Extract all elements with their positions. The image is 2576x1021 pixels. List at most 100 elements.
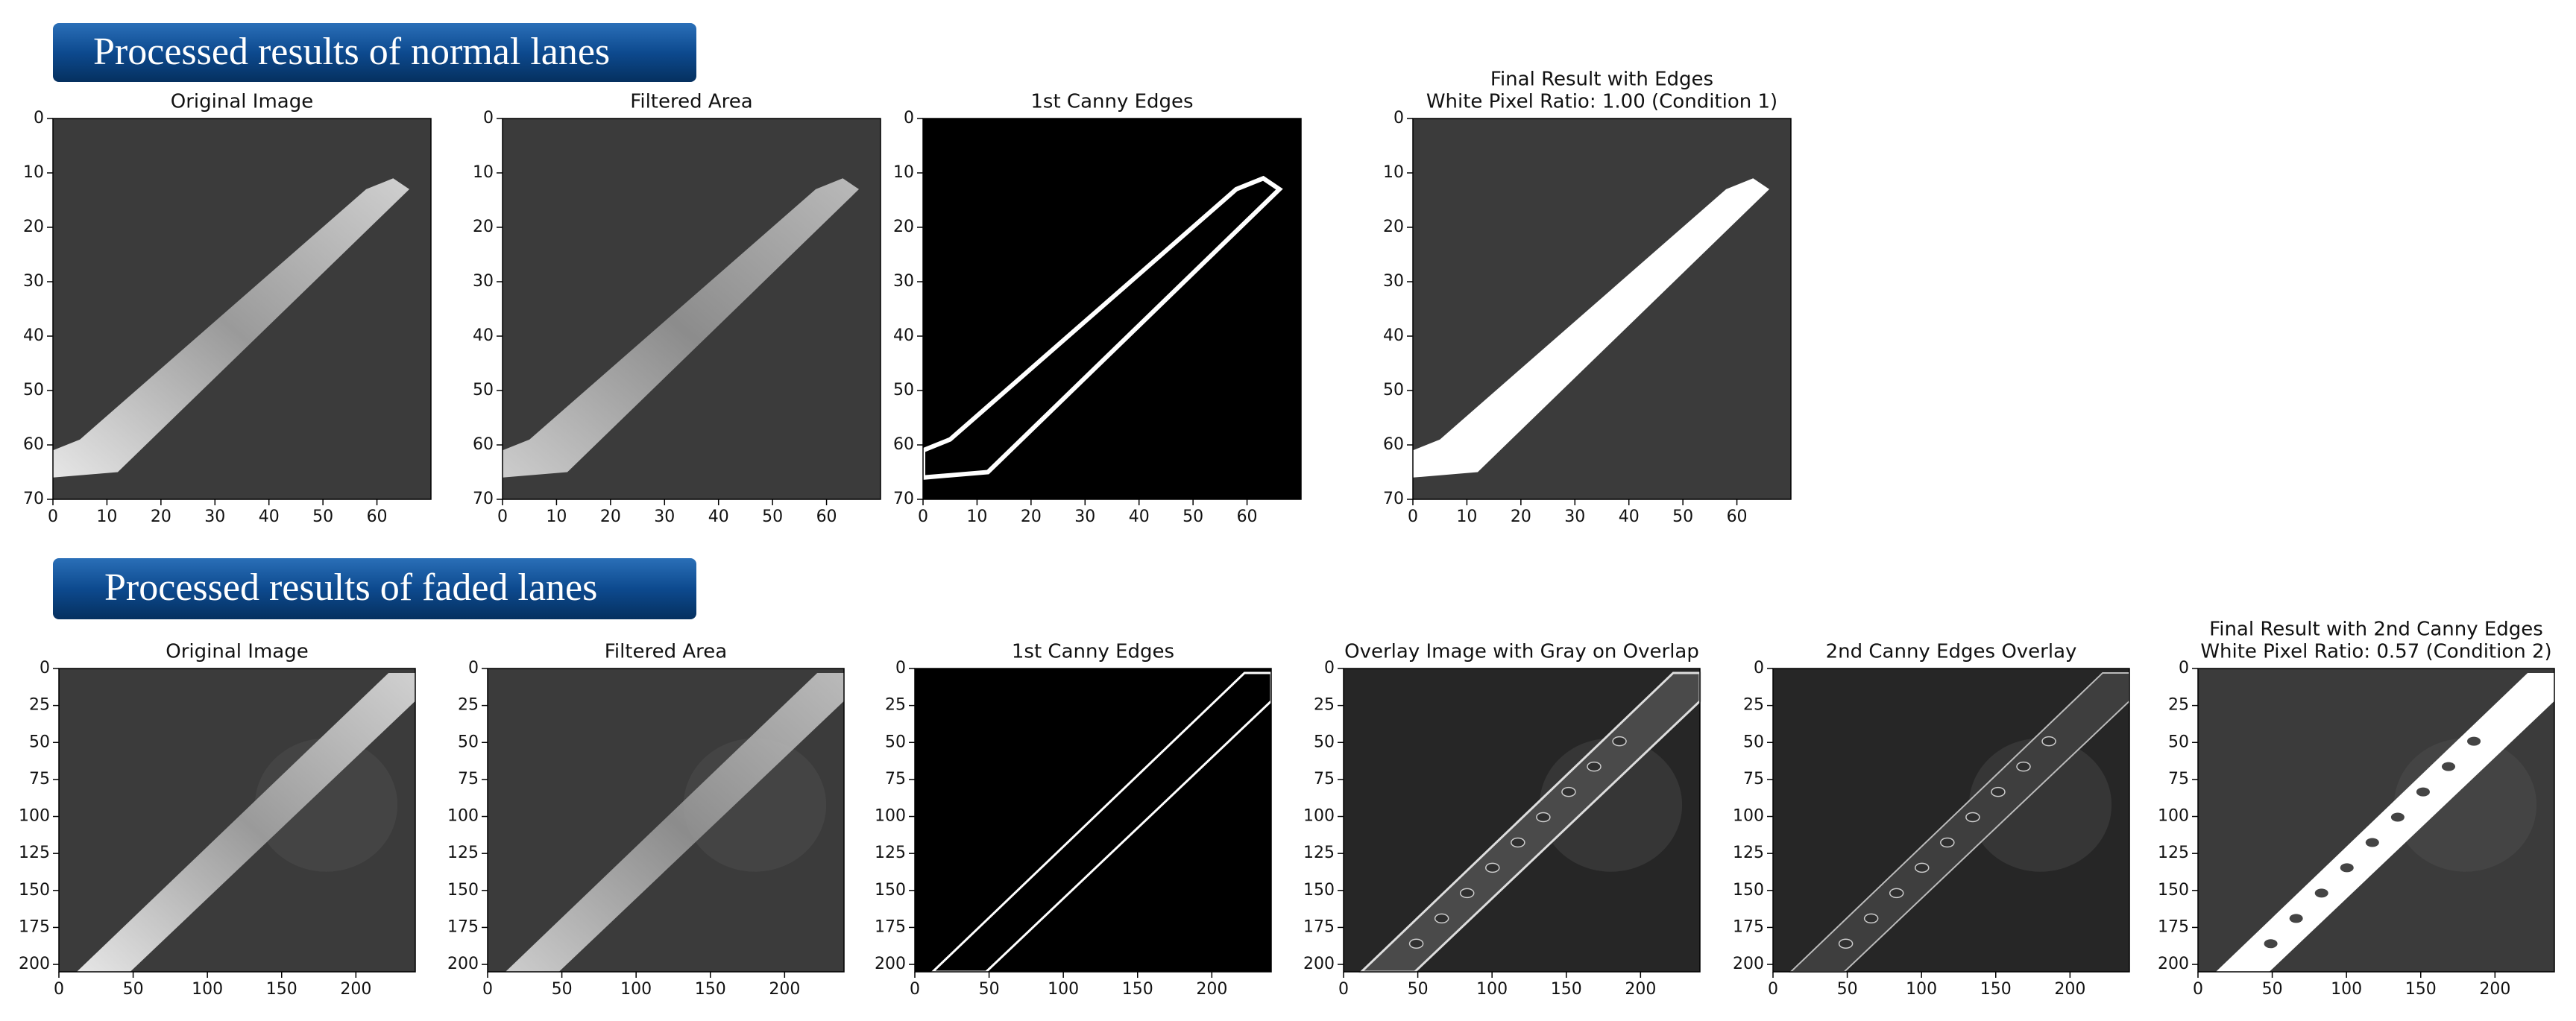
- y-tick-label: 30: [23, 272, 44, 291]
- x-tick-label: 30: [1074, 508, 1095, 526]
- y-tick-label: 20: [1383, 218, 1404, 236]
- y-tick-label: 75: [2168, 770, 2189, 788]
- blob: [2289, 914, 2303, 923]
- y-tick-label: 50: [2168, 733, 2189, 751]
- y-tick-label: 50: [1383, 381, 1404, 399]
- panel-title: White Pixel Ratio: 0.57 (Condition 2): [2200, 641, 2551, 663]
- frame: [487, 668, 845, 973]
- y-tick-label: 50: [473, 381, 494, 399]
- image-bg: [915, 668, 1271, 972]
- y-tick-label: 70: [23, 490, 44, 508]
- y-tick-label: 100: [1733, 807, 1764, 826]
- banner-bg: [53, 558, 696, 619]
- y-tick-label: 175: [19, 917, 50, 936]
- x-tick-label: 40: [1129, 508, 1150, 526]
- y-tick-label: 20: [23, 218, 44, 236]
- image-panel: [1343, 668, 1701, 973]
- y-tick-label: 60: [1383, 435, 1404, 454]
- lane: [2215, 672, 2554, 972]
- y-tick-label: 175: [875, 917, 906, 936]
- y-tick-label: 0: [2179, 659, 2189, 677]
- blob: [2441, 762, 2455, 771]
- y-tick-label: 100: [1303, 807, 1335, 826]
- lane: [503, 178, 860, 478]
- blob: [1889, 888, 1904, 899]
- image-panel: [921, 118, 1302, 500]
- x-tick-label: 50: [1408, 980, 1429, 999]
- y-tick-label: 200: [19, 955, 50, 973]
- panel-title: Original Image: [166, 641, 308, 663]
- x-tick-label: 50: [1837, 980, 1858, 999]
- x-tick-label: 50: [979, 980, 1000, 999]
- y-tick-label: 100: [447, 807, 479, 826]
- panel-title: Filtered Area: [605, 641, 727, 663]
- x-tick-label: 200: [1625, 980, 1656, 999]
- y-tick-label: 20: [893, 218, 914, 236]
- y-tick-label: 150: [2158, 881, 2189, 900]
- x-tick-label: 30: [654, 508, 675, 526]
- image-panel: [58, 668, 416, 973]
- x-tick-label: 200: [340, 980, 371, 999]
- lane: [1413, 178, 1770, 478]
- image-panel: [1772, 668, 2130, 973]
- blob: [1587, 761, 1602, 772]
- blob: [1915, 862, 1930, 873]
- y-tick-label: 100: [875, 807, 906, 826]
- x-tick-label: 0: [2193, 980, 2203, 999]
- y-tick-label: 100: [2158, 807, 2189, 826]
- y-tick-label: 10: [1383, 163, 1404, 182]
- image-panel: [487, 668, 845, 973]
- blob: [1940, 837, 1955, 848]
- y-tick-label: 0: [483, 109, 494, 127]
- y-tick-label: 50: [885, 733, 906, 751]
- y-tick-label: 175: [1303, 917, 1335, 936]
- y-tick-label: 50: [893, 381, 914, 399]
- x-tick-label: 100: [1048, 980, 1079, 999]
- x-tick-label: 50: [312, 508, 333, 526]
- x-tick-label: 50: [762, 508, 783, 526]
- blob: [2390, 812, 2405, 822]
- x-tick-label: 60: [816, 508, 837, 526]
- panel-title: Final Result with 2nd Canny Edges: [2209, 619, 2543, 641]
- x-tick-label: 200: [769, 980, 800, 999]
- y-tick-label: 0: [40, 659, 50, 677]
- y-tick-label: 0: [1754, 659, 1764, 677]
- x-tick-label: 0: [1768, 980, 1778, 999]
- blob: [1863, 913, 1879, 924]
- x-tick-label: 30: [1564, 508, 1585, 526]
- y-tick-label: 200: [2158, 955, 2189, 973]
- y-tick-label: 75: [885, 770, 906, 788]
- x-tick-label: 60: [1727, 508, 1748, 526]
- x-tick-label: 40: [259, 508, 280, 526]
- banner-bg: [53, 23, 696, 82]
- y-tick-label: 60: [473, 435, 494, 454]
- frame: [1772, 668, 2130, 973]
- x-tick-label: 0: [1338, 980, 1349, 999]
- frame: [2197, 668, 2555, 973]
- x-tick-label: 50: [123, 980, 144, 999]
- y-tick-label: 0: [1394, 109, 1404, 127]
- y-tick-label: 175: [2158, 917, 2189, 936]
- blob: [1511, 837, 1525, 848]
- panel-title: White Pixel Ratio: 1.00 (Condition 1): [1426, 91, 1777, 113]
- x-tick-label: 150: [695, 980, 726, 999]
- y-tick-label: 70: [893, 490, 914, 508]
- x-tick-label: 150: [1980, 980, 2012, 999]
- y-tick-label: 50: [29, 733, 50, 751]
- blob: [1536, 812, 1551, 823]
- y-tick-label: 60: [893, 435, 914, 454]
- image-panel: [914, 668, 1273, 973]
- y-tick-label: 200: [1733, 955, 1764, 973]
- y-tick-label: 0: [895, 659, 906, 677]
- x-tick-label: 150: [1122, 980, 1153, 999]
- x-tick-label: 20: [1511, 508, 1531, 526]
- x-tick-label: 0: [48, 508, 58, 526]
- y-tick-label: 50: [1314, 733, 1335, 751]
- x-tick-label: 0: [497, 508, 508, 526]
- frame: [922, 118, 1302, 500]
- x-tick-label: 100: [2331, 980, 2362, 999]
- y-tick-label: 10: [893, 163, 914, 182]
- y-tick-label: 200: [1303, 955, 1335, 973]
- x-tick-label: 60: [1237, 508, 1258, 526]
- y-tick-label: 125: [19, 844, 50, 862]
